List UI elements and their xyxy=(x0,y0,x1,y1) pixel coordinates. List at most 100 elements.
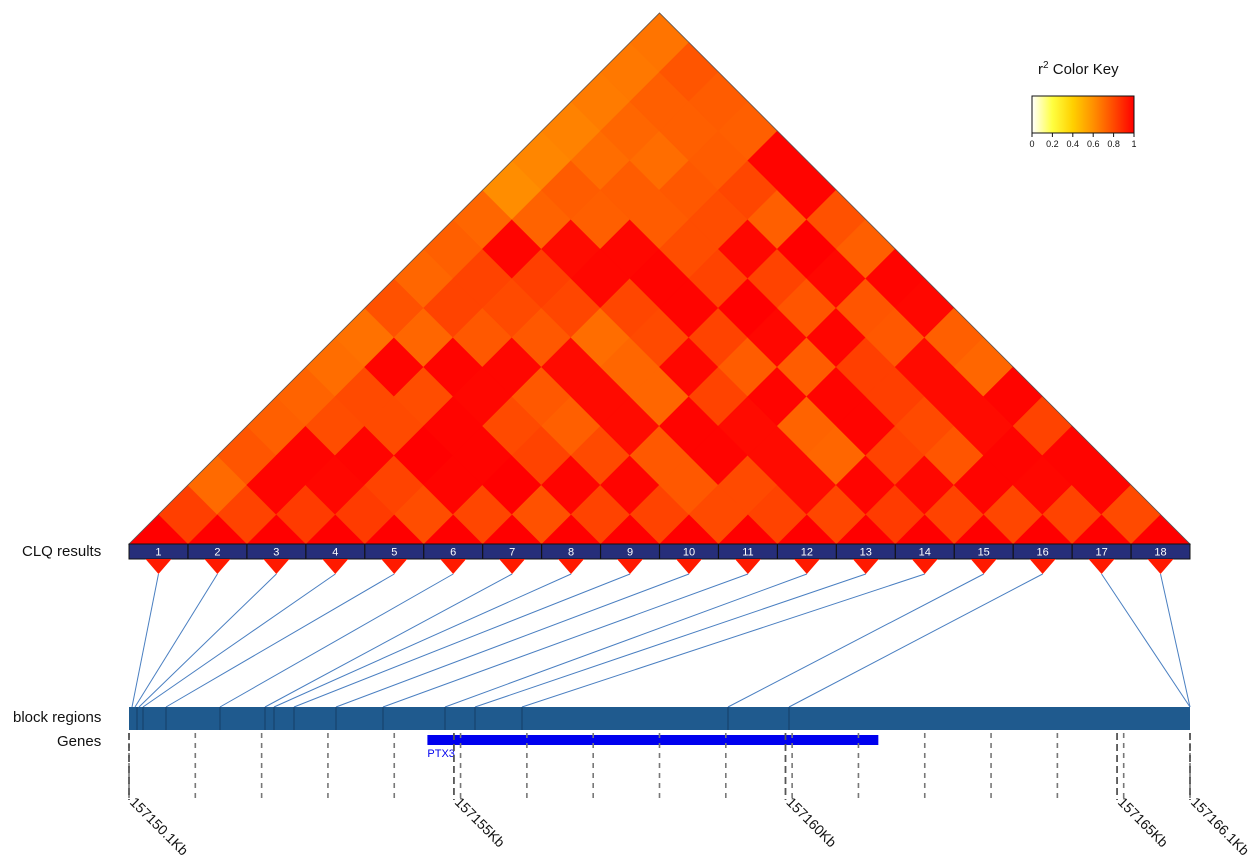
clq-block-label: 16 xyxy=(1037,547,1049,559)
axis-label: 157150.1Kb xyxy=(127,794,192,859)
axis-label: 157155Kb xyxy=(452,794,509,851)
gene-ptx3-label: PTX3 xyxy=(427,748,455,760)
clq-marker xyxy=(1088,559,1115,574)
snp-connector xyxy=(293,573,631,708)
color-key-tick-label: 0.2 xyxy=(1046,139,1059,149)
color-key-tick-label: 0.4 xyxy=(1067,139,1080,149)
color-key-title-r: r xyxy=(1038,61,1043,78)
clq-marker xyxy=(617,559,644,574)
clq-marker xyxy=(970,559,997,574)
clq-marker xyxy=(911,559,938,574)
clq-block-label: 4 xyxy=(332,547,338,559)
color-key-title-rest: Color Key xyxy=(1048,61,1119,78)
ld-diag-9 xyxy=(600,514,660,544)
snp-connector xyxy=(1101,573,1191,708)
snp-connector xyxy=(1160,573,1191,708)
snp-connector xyxy=(273,573,572,708)
clq-block-label: 18 xyxy=(1154,547,1166,559)
color-key-title-sup: 2 xyxy=(1043,60,1049,71)
color-key-title: r2 Color Key xyxy=(1038,60,1119,78)
ld-diag-12 xyxy=(777,514,837,544)
axis-label: 157160Kb xyxy=(783,794,840,851)
clq-block-label: 3 xyxy=(273,547,279,559)
block-regions-label: block regions xyxy=(13,709,102,726)
color-key-tick-label: 0.8 xyxy=(1107,139,1120,149)
ld-diag-16 xyxy=(1013,514,1073,544)
color-key-tick-label: 1 xyxy=(1131,139,1136,149)
ld-diag-3 xyxy=(246,514,306,544)
clq-results-bar: 1 2 3 4 5 6 7 8 9 10 11 12 13 14 15 16 17 18 xyxy=(128,543,1191,574)
snp-connector xyxy=(134,573,218,708)
snp-connector-lines xyxy=(131,573,1191,708)
clq-marker xyxy=(145,559,172,574)
snp-connector xyxy=(219,573,454,708)
clq-marker xyxy=(263,559,290,574)
ld-diag-14 xyxy=(895,514,955,544)
clq-block-label: 10 xyxy=(683,547,695,559)
ld-diag-18 xyxy=(1131,514,1190,544)
ld-diag-2 xyxy=(187,514,247,544)
clq-block-label: 6 xyxy=(450,547,456,559)
ld-diag-6 xyxy=(423,514,483,544)
snp-connector xyxy=(138,573,277,708)
clq-marker xyxy=(1147,559,1174,574)
clq-marker xyxy=(852,559,879,574)
clq-marker xyxy=(558,559,585,574)
ld-diag-15 xyxy=(954,514,1014,544)
clq-marker xyxy=(675,559,702,574)
snp-connector xyxy=(335,573,690,708)
clq-marker xyxy=(1029,559,1056,574)
ld-diag-1 xyxy=(129,514,188,544)
color-key-tick-label: 0.6 xyxy=(1087,139,1100,149)
clq-block-label: 15 xyxy=(978,547,990,559)
clq-marker xyxy=(734,559,761,574)
clq-marker xyxy=(381,559,408,574)
ld-diag-4 xyxy=(305,514,365,544)
clq-marker xyxy=(204,559,231,574)
ld-diag-10 xyxy=(659,514,719,544)
clq-marker xyxy=(322,559,349,574)
clq-results-label: CLQ results xyxy=(22,543,102,560)
clq-marker xyxy=(499,559,526,574)
clq-block-label: 13 xyxy=(860,547,872,559)
snp-connector xyxy=(788,573,1043,708)
genes-label: Genes xyxy=(57,733,102,750)
axis-label: 157166.1Kb xyxy=(1188,794,1252,859)
clq-block-label: 11 xyxy=(742,547,753,559)
genome-axis: 157150.1Kb 157155Kb 157160Kb 157165Kb 157166… xyxy=(127,733,1252,859)
snp-connector xyxy=(382,573,749,708)
snp-connector xyxy=(264,573,513,708)
clq-block-label: 1 xyxy=(155,547,161,559)
gene-ptx3-bar xyxy=(427,735,879,745)
snp-connector xyxy=(444,573,808,708)
color-key-tick-label: 0 xyxy=(1029,139,1034,149)
snp-connector xyxy=(474,573,866,708)
ld-diag-7 xyxy=(482,514,542,544)
ld-diag-5 xyxy=(364,514,424,544)
ld-diag-17 xyxy=(1072,514,1132,544)
clq-marker xyxy=(793,559,820,574)
ld-heatmap xyxy=(128,12,1191,545)
snp-connector xyxy=(727,573,984,708)
clq-block-label: 12 xyxy=(801,547,813,559)
ld-diag-8 xyxy=(541,514,601,544)
snp-connector xyxy=(142,573,336,708)
gene-track: PTX3 xyxy=(427,735,879,760)
clq-block-label: 7 xyxy=(509,547,515,559)
clq-block-label: 5 xyxy=(391,547,397,559)
clq-marker xyxy=(440,559,467,574)
block-regions-bar xyxy=(129,707,1190,730)
clq-block-label: 8 xyxy=(568,547,574,559)
clq-block-label: 2 xyxy=(214,547,220,559)
snp-connector xyxy=(131,573,159,708)
axis-label: 157165Kb xyxy=(1115,794,1172,851)
clq-block-label: 9 xyxy=(627,547,633,559)
ld-diag-11 xyxy=(718,514,778,544)
clq-block-label: 17 xyxy=(1095,547,1107,559)
block-bar-background xyxy=(129,707,1190,730)
color-key-gradient xyxy=(1031,95,1135,134)
ld-diag-13 xyxy=(836,514,896,544)
clq-block-label: 14 xyxy=(919,547,931,559)
color-key: 0 0.2 0.4 0.6 0.8 1 xyxy=(1029,95,1137,149)
